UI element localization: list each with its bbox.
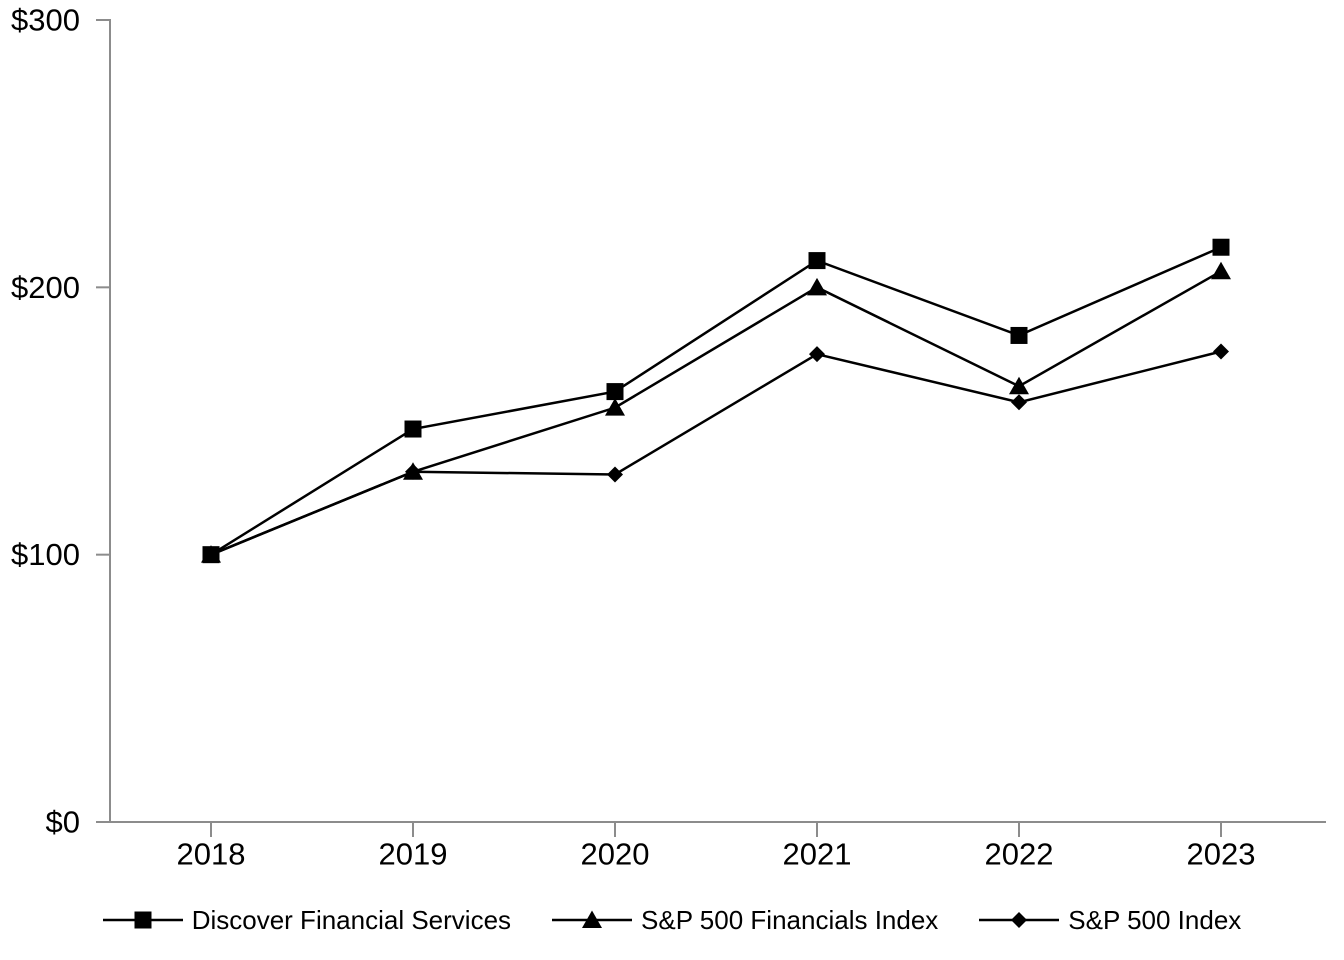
legend-glyph-svg bbox=[552, 910, 633, 928]
square-marker-icon bbox=[1212, 238, 1230, 256]
y-tick-label: $0 bbox=[46, 805, 80, 840]
legend-marker-triangle-icon bbox=[552, 903, 633, 937]
triangle-marker-icon bbox=[403, 462, 423, 480]
legend-label: S&P 500 Index bbox=[1068, 904, 1242, 935]
triangle-marker-icon bbox=[582, 910, 603, 928]
legend-marker-square-icon bbox=[102, 903, 183, 937]
x-tick-label: 2022 bbox=[985, 837, 1054, 872]
y-tick-label: $200 bbox=[11, 270, 80, 305]
y-tick-label: $300 bbox=[11, 3, 80, 38]
x-tick-label: 2023 bbox=[1187, 837, 1256, 872]
diamond-marker-icon bbox=[809, 346, 825, 363]
series-s-p-500-index bbox=[203, 343, 1229, 563]
series-line bbox=[210, 246, 1222, 556]
legend-item-sp500-financials-index: S&P 500 Financials Index bbox=[552, 903, 938, 937]
triangle-marker-icon bbox=[1211, 261, 1231, 280]
y-tick-label: $100 bbox=[11, 537, 80, 572]
diamond-marker-icon bbox=[1213, 343, 1229, 360]
square-marker-icon bbox=[134, 911, 152, 929]
series-line bbox=[210, 270, 1222, 556]
diamond-marker-icon bbox=[1011, 394, 1027, 411]
series-line bbox=[210, 350, 1222, 556]
legend-marker-diamond-icon bbox=[979, 903, 1060, 937]
legend-item-discover-financial-services: Discover Financial Services bbox=[102, 903, 512, 937]
square-marker-icon bbox=[202, 546, 220, 564]
square-marker-icon bbox=[808, 252, 826, 270]
series-s-p-500-financials-index bbox=[201, 261, 1231, 563]
diamond-marker-icon bbox=[607, 466, 623, 483]
square-marker-icon bbox=[606, 383, 624, 401]
x-tick-label: 2021 bbox=[783, 837, 852, 872]
x-tick-label: 2020 bbox=[581, 837, 650, 872]
legend-item-sp500-index: S&P 500 Index bbox=[979, 903, 1241, 937]
square-marker-icon bbox=[1010, 326, 1028, 344]
legend-glyph-svg bbox=[979, 912, 1060, 928]
diamond-marker-icon bbox=[1011, 912, 1028, 928]
triangle-marker-icon bbox=[807, 277, 827, 296]
legend-label: S&P 500 Financials Index bbox=[641, 904, 939, 935]
triangle-marker-icon bbox=[1009, 376, 1029, 395]
chart-legend: Discover Financial Services S&P 500 Fina… bbox=[0, 903, 1344, 937]
legend-label: Discover Financial Services bbox=[191, 904, 512, 935]
triangle-marker-icon bbox=[605, 398, 625, 416]
square-marker-icon bbox=[404, 420, 422, 438]
x-tick-label: 2019 bbox=[379, 837, 448, 872]
x-tick-label: 2018 bbox=[177, 837, 246, 872]
series-discover-financial-services bbox=[202, 238, 1230, 564]
legend-glyph-svg bbox=[102, 911, 183, 929]
